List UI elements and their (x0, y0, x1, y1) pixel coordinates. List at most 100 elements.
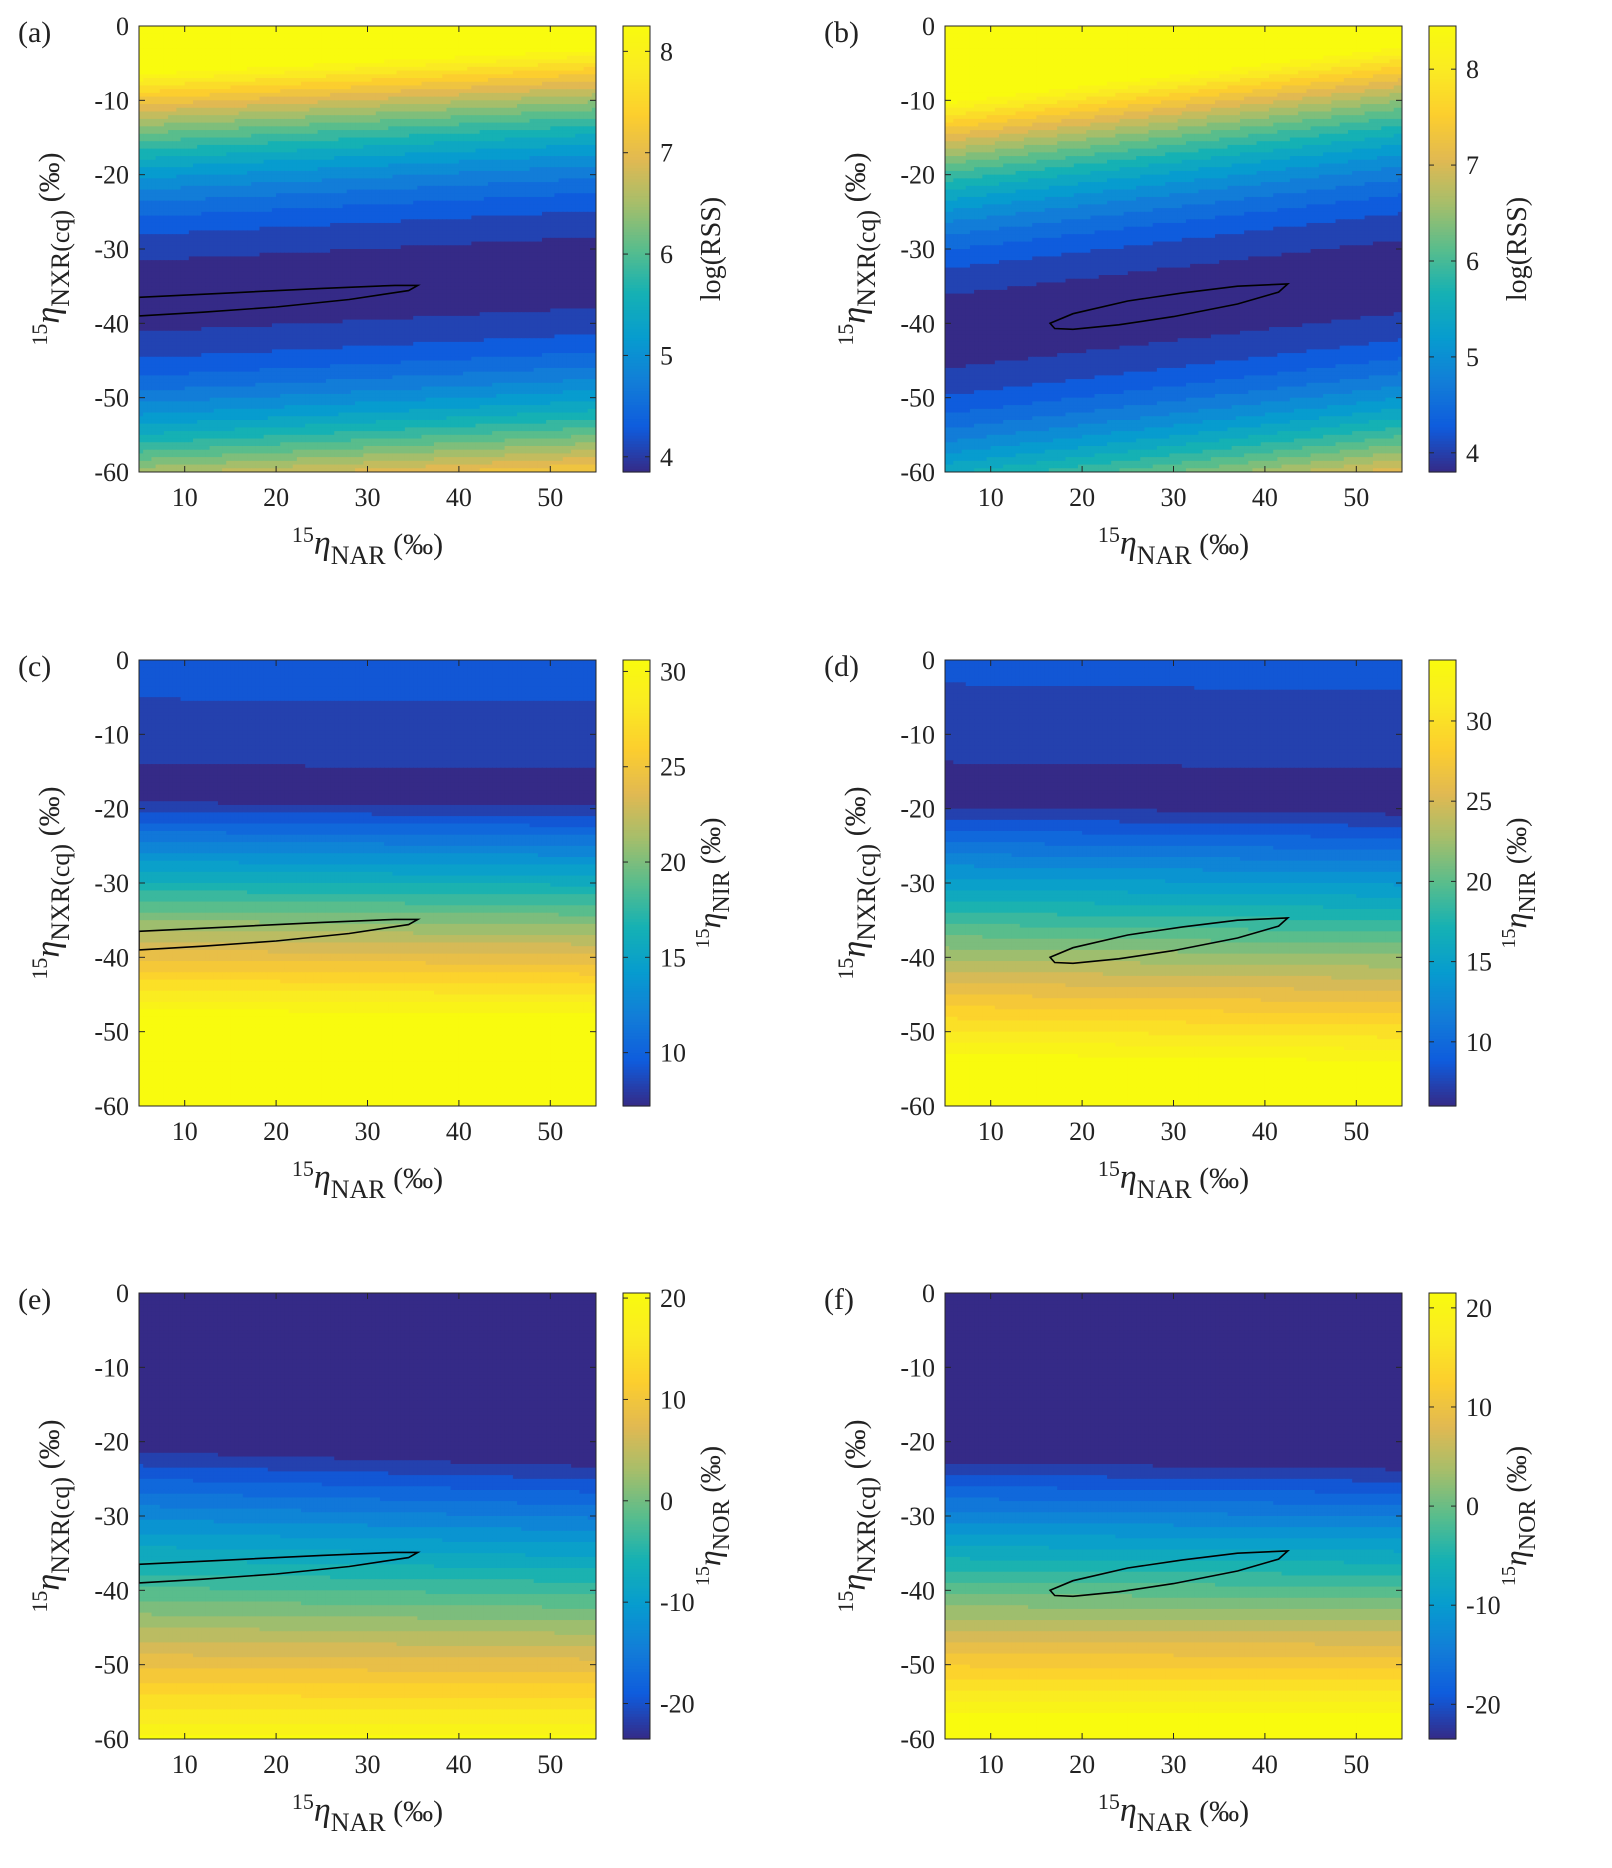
heatmap-cell (505, 160, 510, 164)
heatmap-cell (247, 93, 252, 97)
heatmap-cell (538, 134, 543, 138)
heatmap-cell (185, 145, 190, 149)
heatmap-cell (334, 104, 339, 108)
heatmap-cell (276, 74, 281, 78)
heatmap-cell (239, 48, 244, 52)
heatmap-cell (164, 156, 169, 160)
heatmap-cell (172, 45, 177, 49)
heatmap-cell (579, 164, 584, 168)
heatmap-cell (463, 89, 468, 93)
heatmap-cell (172, 89, 177, 93)
heatmap-cell (588, 52, 593, 56)
heatmap-cell (305, 45, 310, 49)
heatmap-cell (210, 85, 215, 89)
heatmap-cell (455, 149, 460, 153)
heatmap-cell (426, 100, 431, 104)
heatmap-cell (471, 156, 476, 160)
heatmap-cell (417, 45, 422, 49)
heatmap-cell (139, 26, 144, 30)
heatmap-cell (459, 30, 464, 34)
heatmap-cell (446, 104, 451, 108)
heatmap-cell (338, 104, 343, 108)
heatmap-cell (197, 182, 202, 186)
heatmap-cell (413, 178, 418, 182)
heatmap-cell (575, 123, 580, 127)
heatmap-cell (172, 141, 177, 145)
heatmap-cell (318, 115, 323, 119)
heatmap-cell (480, 78, 485, 82)
heatmap-cell (330, 134, 335, 138)
heatmap-cell (500, 30, 505, 34)
heatmap-cell (363, 37, 368, 41)
heatmap-cell (451, 74, 456, 78)
heatmap-cell (176, 167, 181, 171)
heatmap-cell (559, 30, 564, 34)
heatmap-cell (268, 152, 273, 156)
heatmap-cell (521, 119, 526, 123)
heatmap-cell (376, 59, 381, 63)
heatmap-cell (280, 193, 285, 197)
heatmap-cell (347, 178, 352, 182)
heatmap-cell (289, 119, 294, 123)
heatmap-cell (384, 149, 389, 153)
heatmap-cell (226, 52, 231, 56)
heatmap-cell (409, 141, 414, 145)
heatmap-cell (521, 152, 526, 156)
heatmap-cell (230, 89, 235, 93)
heatmap-cell (230, 26, 235, 30)
heatmap-cell (197, 171, 202, 175)
heatmap-cell (442, 138, 447, 142)
heatmap-cell (476, 115, 481, 119)
heatmap-cell (417, 63, 422, 67)
heatmap-cell (222, 108, 227, 112)
heatmap-cell (542, 37, 547, 41)
heatmap-cell (276, 30, 281, 34)
heatmap-cell (201, 108, 206, 112)
heatmap-cell (147, 141, 152, 145)
heatmap-cell (392, 111, 397, 115)
heatmap-cell (359, 59, 364, 63)
heatmap-cell (388, 104, 393, 108)
heatmap-cell (480, 141, 485, 145)
heatmap-cell (189, 93, 194, 97)
heatmap-cell (172, 52, 177, 56)
heatmap-cell (230, 160, 235, 164)
heatmap-cell (313, 74, 318, 78)
heatmap-cell (480, 167, 485, 171)
heatmap-cell (571, 149, 576, 153)
heatmap-cell (368, 160, 373, 164)
heatmap-cell (438, 26, 443, 30)
heatmap-cell (222, 156, 227, 160)
heatmap-cell (164, 48, 169, 52)
heatmap-cell (422, 71, 427, 75)
heatmap-cell (363, 175, 368, 179)
heatmap-cell (505, 111, 510, 115)
heatmap-cell (509, 52, 514, 56)
heatmap-cell (235, 152, 240, 156)
heatmap-cell (343, 115, 348, 119)
heatmap-cell (210, 164, 215, 168)
heatmap-cell (305, 48, 310, 52)
heatmap-cell (197, 115, 202, 119)
heatmap-cell (193, 182, 198, 186)
heatmap-cell (181, 111, 186, 115)
heatmap-cell (235, 182, 240, 186)
heatmap-cell (426, 89, 431, 93)
heatmap-cell (476, 178, 481, 182)
heatmap-cell (588, 164, 593, 168)
heatmap-cell (550, 26, 555, 30)
heatmap-cell (384, 45, 389, 49)
heatmap-cell (168, 160, 173, 164)
heatmap-cell (550, 130, 555, 134)
heatmap-cell (293, 33, 298, 37)
heatmap-cell (293, 138, 298, 142)
heatmap-cell (575, 190, 580, 194)
heatmap-cell (222, 71, 227, 75)
heatmap-cell (222, 30, 227, 34)
heatmap-cell (326, 141, 331, 145)
heatmap-cell (521, 59, 526, 63)
heatmap-cell (459, 111, 464, 115)
heatmap-cell (467, 56, 472, 60)
heatmap-cell (247, 115, 252, 119)
heatmap-cell (218, 108, 223, 112)
